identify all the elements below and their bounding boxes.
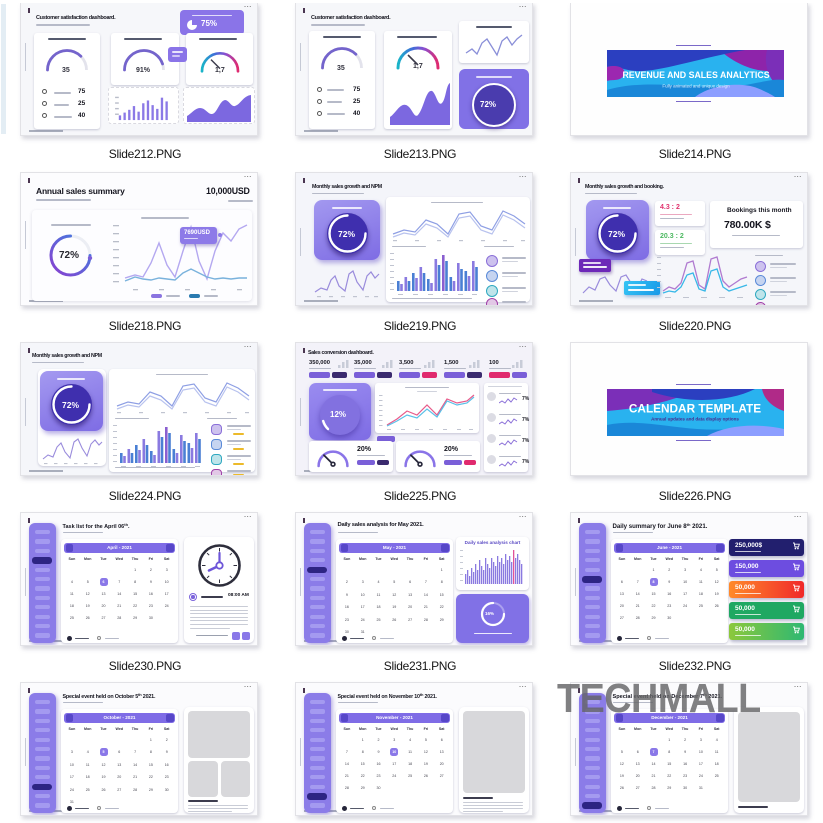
svg-text:REVENUE AND SALES ANALYTICS: REVENUE AND SALES ANALYTICS bbox=[622, 70, 769, 80]
svg-text:Annual updates and data displa: Annual updates and data display options bbox=[651, 417, 739, 422]
svg-text:Fully animated and unique desi: Fully animated and unique design bbox=[662, 84, 730, 89]
svg-text:CALENDAR TEMPLATE: CALENDAR TEMPLATE bbox=[629, 402, 761, 416]
